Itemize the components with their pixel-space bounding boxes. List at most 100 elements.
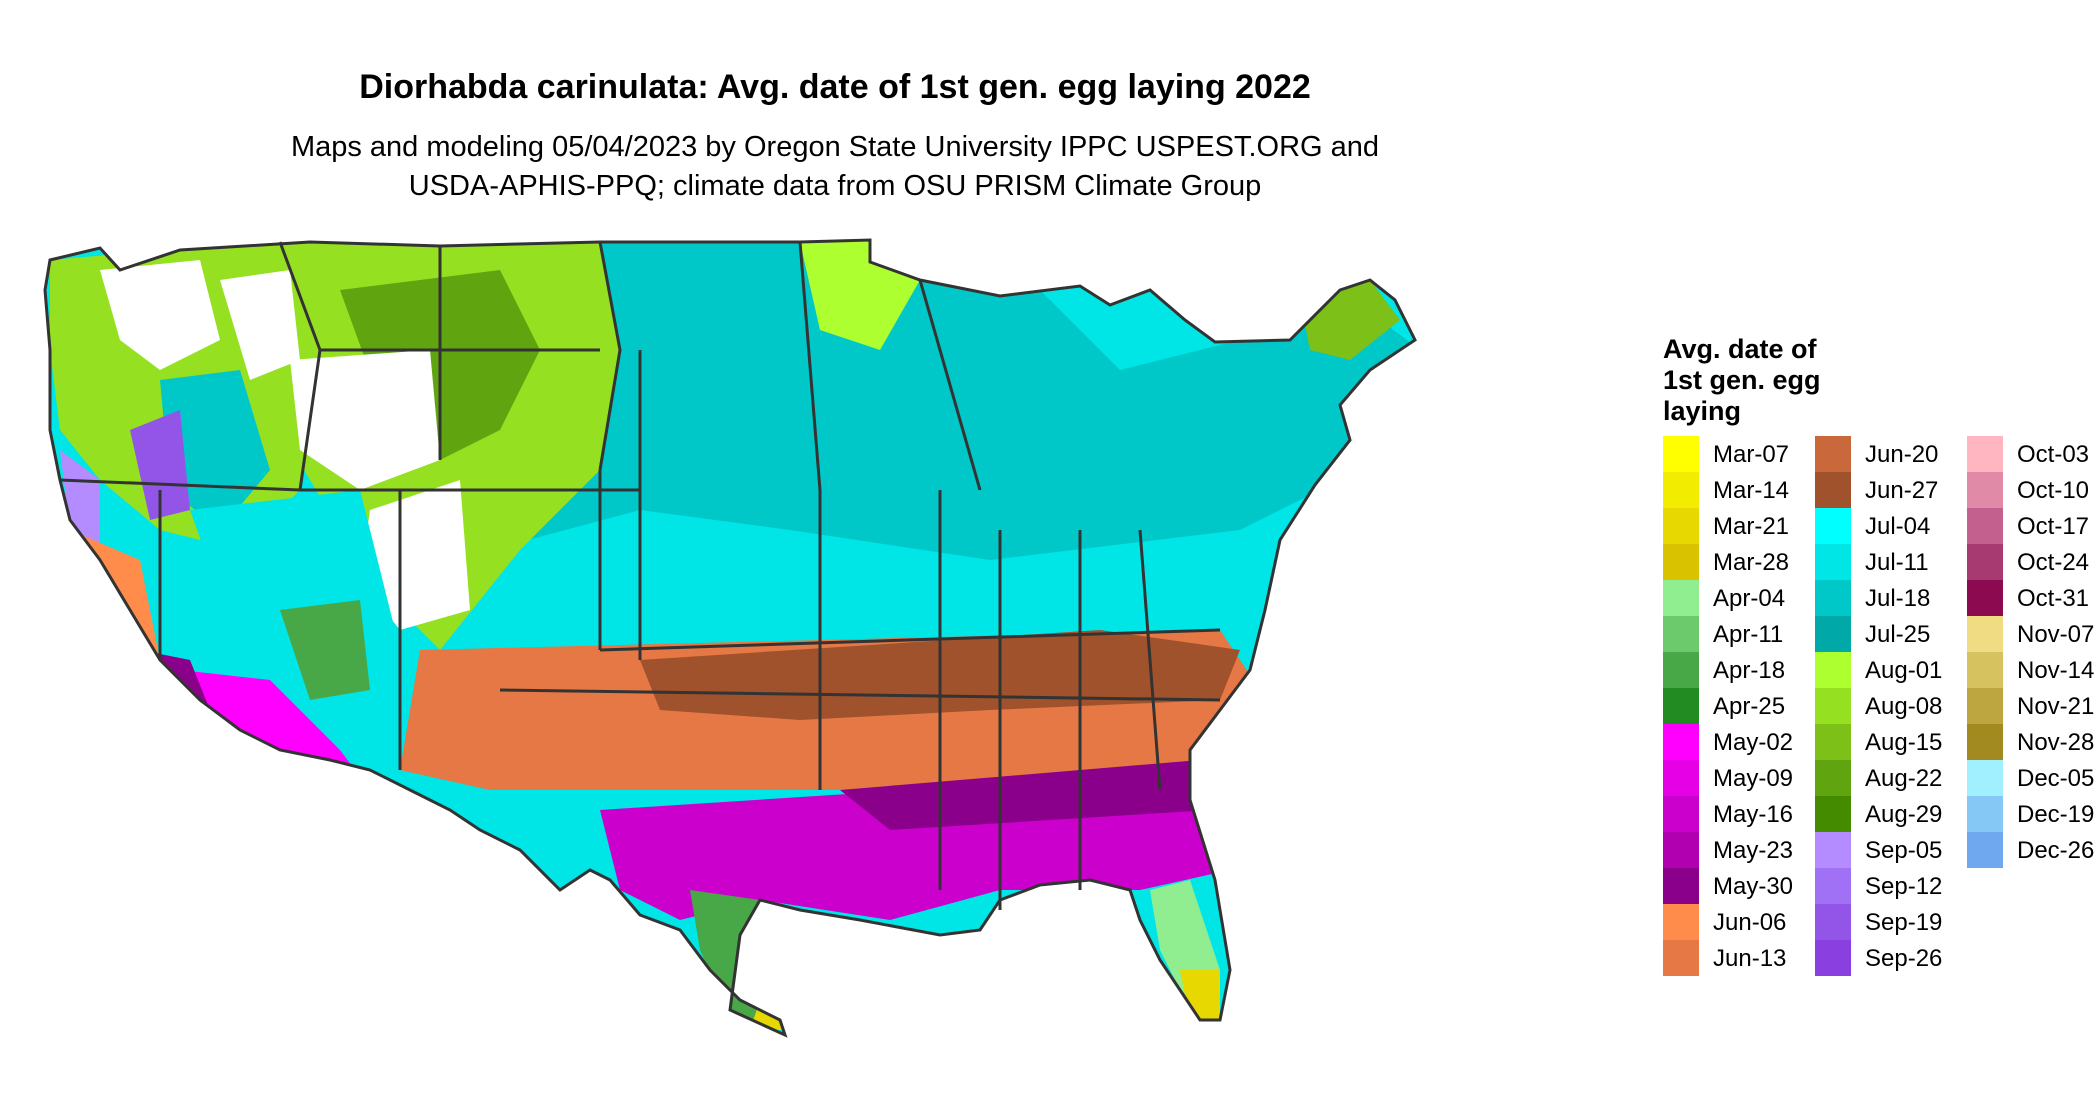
legend-entry: Aug-08 — [1815, 688, 1955, 724]
legend-label: Aug-22 — [1865, 765, 1943, 792]
legend-swatch — [1663, 832, 1699, 868]
legend-entry: Jul-25 — [1815, 616, 1955, 652]
legend-label: Jul-25 — [1865, 621, 1931, 648]
legend-swatch — [1815, 724, 1851, 760]
legend-label: Jun-27 — [1865, 477, 1939, 504]
legend-swatch — [1967, 688, 2003, 724]
legend-entry: Jun-13 — [1663, 940, 1803, 976]
legend-entry: Oct-17 — [1967, 508, 2100, 544]
legend-entry: May-09 — [1663, 760, 1803, 796]
legend-entry: Nov-07 — [1967, 616, 2100, 652]
legend-entry: Jul-04 — [1815, 508, 1955, 544]
legend-swatch — [1967, 652, 2003, 688]
legend-swatch — [1663, 940, 1699, 976]
subtitle-line-2: USDA-APHIS-PPQ; climate data from OSU PR… — [408, 170, 1262, 202]
legend-entry: Mar-07 — [1663, 436, 1803, 472]
legend-entry: Aug-15 — [1815, 724, 1955, 760]
legend-swatch — [1663, 904, 1699, 940]
legend-swatch — [1663, 868, 1699, 904]
legend-entry: Jun-06 — [1663, 904, 1803, 940]
legend-swatch — [1663, 436, 1699, 472]
legend-swatch — [1967, 508, 2003, 544]
legend-entry: Dec-05 — [1967, 760, 2100, 796]
legend-label: May-16 — [1713, 801, 1794, 828]
legend-label: Jul-11 — [1865, 549, 1929, 576]
legend-entry: Sep-26 — [1815, 940, 1955, 976]
legend-entry: Mar-21 — [1663, 508, 1803, 544]
legend-entry: Sep-19 — [1815, 904, 1955, 940]
legend-swatch — [1815, 760, 1851, 796]
legend-entry: Nov-14 — [1967, 652, 2100, 688]
legend-label: Mar-07 — [1713, 441, 1790, 468]
legend-entry: Apr-18 — [1663, 652, 1803, 688]
legend-label: May-02 — [1713, 729, 1794, 756]
legend-swatch — [1663, 724, 1699, 760]
legend-label: Mar-21 — [1713, 513, 1790, 540]
legend-entry: Jun-20 — [1815, 436, 1955, 472]
legend-swatch — [1663, 796, 1699, 832]
legend-entry: Apr-04 — [1663, 580, 1803, 616]
legend-swatch — [1663, 688, 1699, 724]
legend-swatch — [1815, 868, 1851, 904]
legend-entry: Aug-29 — [1815, 796, 1955, 832]
legend-label: Oct-17 — [2017, 513, 2090, 540]
legend-label: Mar-14 — [1713, 477, 1790, 504]
legend-swatch — [1663, 580, 1699, 616]
legend-swatch — [1663, 472, 1699, 508]
legend-swatch — [1967, 724, 2003, 760]
legend-entry: Aug-01 — [1815, 652, 1955, 688]
legend-swatch — [1815, 832, 1851, 868]
legend-label: Nov-07 — [2017, 621, 2095, 648]
legend-label: Nov-28 — [2017, 729, 2095, 756]
legend-title: Avg. date of 1st gen. egg laying — [1663, 334, 1903, 427]
map-subtitle: Maps and modeling 05/04/2023 by Oregon S… — [0, 128, 1670, 206]
legend-label: Oct-24 — [2017, 549, 2090, 576]
legend-entry: Apr-25 — [1663, 688, 1803, 724]
legend-label: May-30 — [1713, 873, 1794, 900]
legend-swatch — [1815, 652, 1851, 688]
legend-entry: May-02 — [1663, 724, 1803, 760]
map-title: Diorhabda carinulata: Avg. date of 1st g… — [359, 68, 1311, 106]
legend-label: Apr-11 — [1713, 621, 1784, 648]
legend-entry: Jun-27 — [1815, 472, 1955, 508]
legend-title-line-2: 1st gen. egg — [1663, 365, 1821, 395]
legend-title-line-3: laying — [1663, 396, 1742, 426]
legend-entry: Apr-11 — [1663, 616, 1803, 652]
legend-label: Sep-26 — [1865, 945, 1943, 972]
legend-swatch — [1967, 832, 2003, 868]
legend-swatch — [1967, 616, 2003, 652]
legend-label: Jul-18 — [1865, 585, 1931, 612]
legend-label: Jun-20 — [1865, 441, 1939, 468]
legend-entry: Nov-21 — [1967, 688, 2100, 724]
legend-title-line-1: Avg. date of — [1663, 334, 1817, 364]
legend-entry: Sep-05 — [1815, 832, 1955, 868]
legend-entry: May-16 — [1663, 796, 1803, 832]
legend-label: Oct-10 — [2017, 477, 2090, 504]
legend-swatch — [1815, 796, 1851, 832]
legend-label: Jun-06 — [1713, 909, 1787, 936]
legend-swatch — [1815, 904, 1851, 940]
legend-label: Sep-19 — [1865, 909, 1943, 936]
legend-label: Nov-21 — [2017, 693, 2095, 720]
legend-swatch — [1663, 616, 1699, 652]
legend-label: May-23 — [1713, 837, 1794, 864]
legend-swatch — [1815, 688, 1851, 724]
legend-swatch — [1815, 436, 1851, 472]
legend-swatch — [1663, 760, 1699, 796]
legend-swatch — [1815, 508, 1851, 544]
legend-entry: Mar-28 — [1663, 544, 1803, 580]
legend-entry: Dec-26 — [1967, 832, 2100, 868]
legend-label: Aug-08 — [1865, 693, 1943, 720]
legend-swatch — [1967, 436, 2003, 472]
legend-label: Sep-12 — [1865, 873, 1943, 900]
legend-swatch — [1967, 580, 2003, 616]
legend-entry: Oct-24 — [1967, 544, 2100, 580]
legend-swatch — [1663, 544, 1699, 580]
legend-entry: Oct-03 — [1967, 436, 2100, 472]
legend-swatch — [1967, 544, 2003, 580]
legend-label: Dec-19 — [2017, 801, 2095, 828]
us-degree-day-map — [43, 238, 1417, 1037]
legend-swatch — [1815, 940, 1851, 976]
legend-swatch — [1663, 652, 1699, 688]
legend-entry: Oct-31 — [1967, 580, 2100, 616]
